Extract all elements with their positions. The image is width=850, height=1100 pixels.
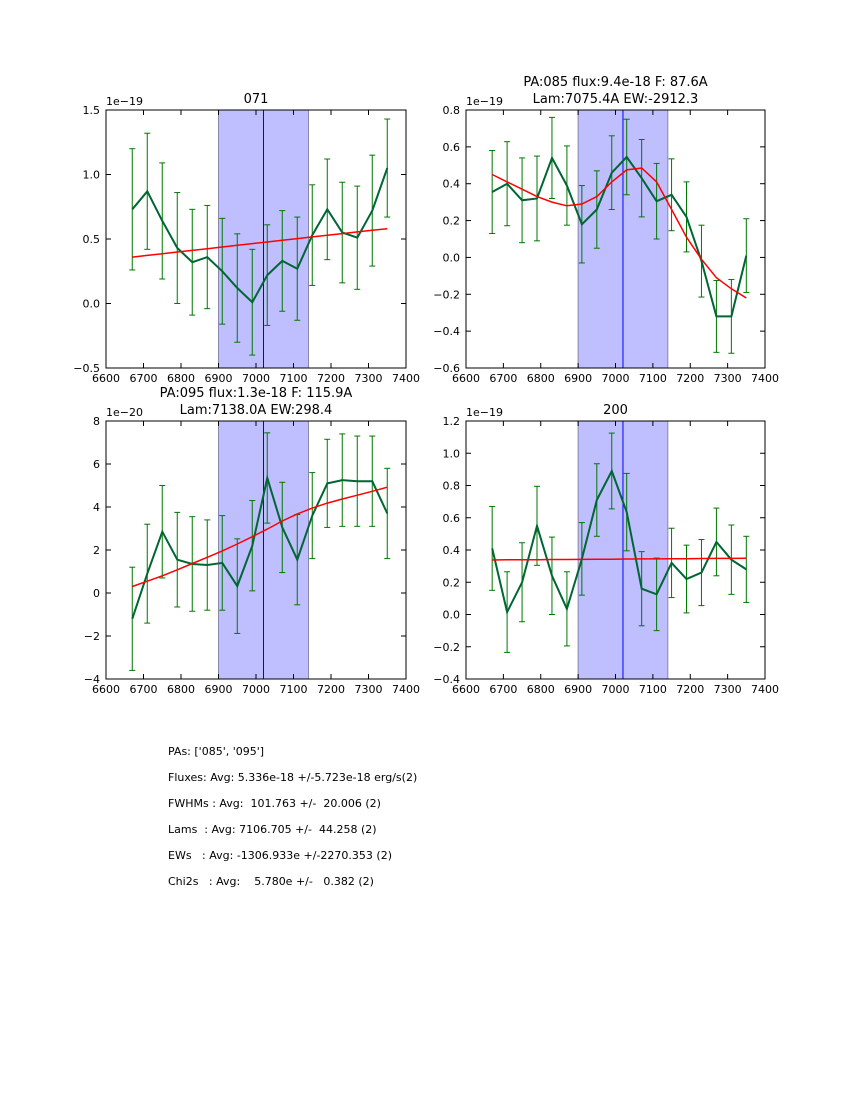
y-tick-label: −0.2 [433, 641, 460, 654]
x-tick-label: 7400 [392, 372, 420, 385]
x-tick-label: 7400 [751, 683, 779, 696]
x-tick-label: 7300 [714, 683, 742, 696]
x-tick-label: 7200 [676, 683, 704, 696]
x-tick-label: 6700 [130, 683, 158, 696]
x-tick-label: 7000 [242, 683, 270, 696]
plot-area [489, 116, 750, 354]
x-tick-label: 7000 [602, 683, 630, 696]
y-tick-label: 8 [93, 415, 100, 428]
y-tick-label: −0.6 [433, 362, 460, 375]
y-tick-label: 6 [93, 458, 100, 471]
chart-title-line: PA:095 flux:1.3e-18 F: 115.9A [160, 386, 353, 401]
y-tick-label: 0.2 [443, 576, 461, 589]
x-tick-label: 6900 [564, 683, 592, 696]
plot-area [129, 432, 391, 671]
x-tick-label: 7200 [317, 683, 345, 696]
y-tick-label: 0.8 [443, 104, 461, 117]
x-tick-label: 6800 [527, 372, 555, 385]
series-fit-line [491, 167, 747, 299]
x-tick-label: 6900 [205, 683, 233, 696]
chart-panel-top-right: 6600 6700 6800 6900 7000 7100 7200 7300 7400 −0.6… [433, 75, 779, 385]
x-tick-label: 6900 [205, 372, 233, 385]
x-tick-label: 6700 [489, 372, 517, 385]
x-tick-label: 6600 [92, 683, 120, 696]
chart-panel-bottom-left: 6600 6700 6800 6900 7000 7100 7200 7300 7400 −4 −2… [84, 386, 420, 696]
series-fit-line [132, 227, 388, 258]
x-tick-label: 6700 [489, 683, 517, 696]
y-tick-label: 0.0 [443, 251, 461, 264]
x-tick-label: 7300 [714, 372, 742, 385]
y-tick-label: 0.5 [83, 233, 101, 246]
x-tick-label: 6900 [564, 372, 592, 385]
x-tick-label: 7400 [751, 372, 779, 385]
y-tick-label: 1.0 [443, 447, 461, 460]
x-tick-label: 7300 [355, 683, 383, 696]
chart-title-line: Lam:7075.4A EW:-2912.3 [533, 92, 699, 107]
y-tick-label: 4 [93, 501, 100, 514]
y-tick-label: −0.2 [433, 288, 460, 301]
series-data-line [491, 155, 748, 318]
series-data-line [131, 474, 389, 620]
y-tick-label: −0.5 [73, 362, 100, 375]
y-tick-label: 0.2 [443, 215, 461, 228]
chart-title-line: PA:085 flux:9.4e-18 F: 87.6A [523, 75, 707, 90]
x-tick-label: 7100 [280, 683, 308, 696]
x-tick-label: 6600 [452, 372, 480, 385]
y-tick-label: 1.2 [443, 415, 461, 428]
axis-offset-label: 1e−19 [466, 406, 503, 419]
series-data-line [491, 468, 747, 616]
x-tick-label: 7100 [280, 372, 308, 385]
y-tick-label: 0.6 [443, 141, 461, 154]
axis-offset-label: 1e−19 [466, 95, 503, 108]
x-tick-label: 7200 [676, 372, 704, 385]
stats-chi2s: Chi2s : Avg: 5.780e +/- 0.382 (2) [168, 875, 374, 888]
x-tick-label: 7100 [639, 372, 667, 385]
stats-fwhms: FWHMs : Avg: 101.763 +/- 20.006 (2) [168, 797, 381, 810]
chart-panel-top-left: 6600 6700 6800 6900 7000 7100 7200 7300 7400 −0.5… [73, 92, 420, 385]
x-tick-label: 6700 [130, 372, 158, 385]
plot-area [489, 432, 750, 653]
stats-pas: PAs: ['085', '095'] [168, 745, 265, 758]
axis-offset-label: 1e−20 [106, 406, 143, 419]
y-tick-label: 0 [93, 587, 100, 600]
x-tick-label: 6600 [452, 683, 480, 696]
chart-title: 200 [603, 403, 628, 418]
chart-panel-bottom-right: 6600 6700 6800 6900 7000 7100 7200 7300 7400 −0.4… [433, 403, 779, 696]
y-tick-label: 0.4 [443, 178, 461, 191]
plot-area [129, 118, 391, 356]
y-tick-label: −4 [84, 673, 100, 686]
y-tick-label: 1.5 [83, 104, 101, 117]
y-tick-label: −0.4 [433, 325, 460, 338]
y-tick-label: −2 [84, 630, 100, 643]
axis-offset-label: 1e−19 [106, 95, 143, 108]
stats-ews: EWs : Avg: -1306.933e +/-2270.353 (2) [168, 849, 393, 862]
chart-title-line: Lam:7138.0A EW:298.4 [180, 403, 333, 418]
y-tick-label: 2 [93, 544, 100, 557]
y-tick-label: 0.0 [443, 609, 461, 622]
x-tick-label: 7100 [639, 683, 667, 696]
y-tick-label: 0.4 [443, 544, 461, 557]
x-tick-label: 7400 [392, 683, 420, 696]
x-tick-label: 6600 [92, 372, 120, 385]
y-tick-label: −0.4 [433, 673, 460, 686]
series-fit-line [492, 557, 747, 561]
series-fit-line [132, 486, 388, 588]
y-tick-label: 1.0 [83, 169, 101, 182]
y-tick-label: 0.8 [443, 480, 461, 493]
summary-stats: PAs: ['085', '095'] Fluxes: Avg: 5.336e-… [168, 745, 417, 901]
x-tick-label: 7200 [317, 372, 345, 385]
x-tick-label: 6800 [167, 372, 195, 385]
x-tick-label: 6800 [167, 683, 195, 696]
x-tick-label: 6800 [527, 683, 555, 696]
stats-fluxes: Fluxes: Avg: 5.336e-18 +/-5.723e-18 erg/… [168, 771, 418, 784]
chart-title: 071 [244, 92, 269, 107]
y-tick-label: 0.0 [83, 298, 101, 311]
y-tick-label: 0.6 [443, 512, 461, 525]
x-tick-label: 7000 [242, 372, 270, 385]
stats-lams: Lams : Avg: 7106.705 +/- 44.258 (2) [168, 823, 377, 836]
x-tick-label: 7300 [355, 372, 383, 385]
x-tick-label: 7000 [602, 372, 630, 385]
